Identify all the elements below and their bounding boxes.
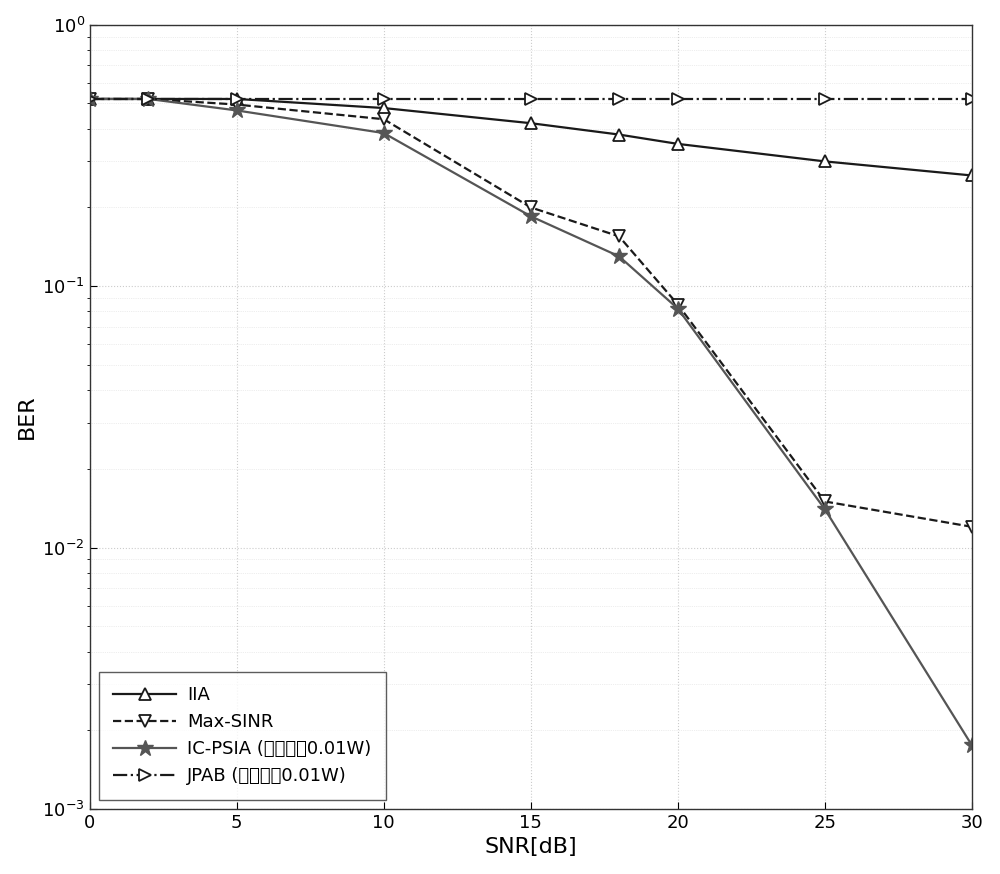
JPAB (干扰约束0.01W): [672, 94, 684, 104]
IC-PSIA (干扰约束0.01W): [525, 211, 537, 221]
Max-SINR: [378, 114, 390, 124]
JPAB (干扰约束0.01W): [84, 94, 96, 104]
IC-PSIA (干扰约束0.01W): [84, 94, 96, 104]
JPAB (干扰约束0.01W): [142, 94, 154, 104]
Max-SINR: [672, 299, 684, 309]
IIA: [966, 170, 978, 181]
JPAB (干扰约束0.01W): [231, 94, 243, 104]
IC-PSIA (干扰约束0.01W): [966, 740, 978, 751]
Max-SINR: [142, 94, 154, 104]
X-axis label: SNR[dB]: SNR[dB]: [485, 837, 577, 857]
Max-SINR: [613, 231, 625, 241]
IC-PSIA (干扰约束0.01W): [231, 105, 243, 115]
Line: JPAB (干扰约束0.01W): JPAB (干扰约束0.01W): [83, 93, 978, 105]
JPAB (干扰约束0.01W): [525, 94, 537, 104]
IIA: [613, 129, 625, 140]
IC-PSIA (干扰约束0.01W): [378, 128, 390, 138]
Max-SINR: [819, 496, 831, 507]
IC-PSIA (干扰约束0.01W): [142, 94, 154, 104]
JPAB (干扰约束0.01W): [613, 94, 625, 104]
IIA: [84, 94, 96, 104]
IIA: [378, 103, 390, 114]
Line: Max-SINR: Max-SINR: [83, 93, 978, 533]
IC-PSIA (干扰约束0.01W): [613, 251, 625, 261]
IIA: [819, 156, 831, 167]
Line: IC-PSIA (干扰约束0.01W): IC-PSIA (干扰约束0.01W): [81, 91, 980, 753]
IC-PSIA (干扰约束0.01W): [819, 504, 831, 515]
JPAB (干扰约束0.01W): [378, 94, 390, 104]
Max-SINR: [84, 94, 96, 104]
Legend: IIA, Max-SINR, IC-PSIA (干扰约束0.01W), JPAB (干扰约束0.01W): IIA, Max-SINR, IC-PSIA (干扰约束0.01W), JPAB…: [99, 672, 386, 800]
JPAB (干扰约束0.01W): [819, 94, 831, 104]
IIA: [672, 139, 684, 149]
IIA: [525, 118, 537, 128]
IIA: [231, 94, 243, 104]
IC-PSIA (干扰约束0.01W): [672, 303, 684, 314]
Max-SINR: [525, 202, 537, 212]
Max-SINR: [231, 100, 243, 110]
Max-SINR: [966, 522, 978, 532]
JPAB (干扰约束0.01W): [966, 94, 978, 104]
Line: IIA: IIA: [83, 93, 978, 182]
IIA: [142, 94, 154, 104]
Y-axis label: BER: BER: [17, 394, 37, 439]
